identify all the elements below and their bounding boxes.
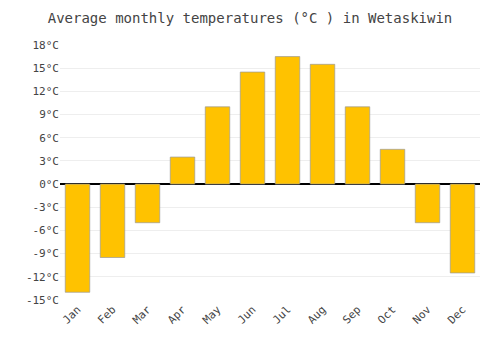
svg-text:May: May	[200, 303, 224, 327]
svg-text:9°C: 9°C	[39, 108, 59, 121]
svg-text:Jan: Jan	[60, 303, 83, 326]
svg-text:-12°C: -12°C	[26, 271, 59, 284]
svg-text:0°C: 0°C	[39, 178, 59, 191]
svg-text:Apr: Apr	[165, 303, 189, 327]
svg-text:Feb: Feb	[95, 303, 118, 326]
svg-text:Oct: Oct	[375, 303, 398, 326]
svg-text:Jun: Jun	[235, 303, 258, 326]
svg-text:12°C: 12°C	[33, 85, 60, 98]
svg-text:-15°C: -15°C	[26, 294, 59, 307]
svg-text:-9°C: -9°C	[33, 247, 60, 260]
svg-text:-3°C: -3°C	[33, 201, 60, 214]
svg-text:Jul: Jul	[270, 303, 293, 326]
svg-text:15°C: 15°C	[33, 62, 60, 75]
svg-text:Aug: Aug	[305, 303, 328, 326]
svg-text:6°C: 6°C	[39, 132, 59, 145]
svg-text:Dec: Dec	[445, 303, 468, 326]
svg-text:-6°C: -6°C	[33, 224, 60, 237]
svg-text:Average monthly temperatures (: Average monthly temperatures (°C ) in We…	[48, 10, 453, 26]
svg-text:Sep: Sep	[340, 303, 363, 326]
svg-text:Mar: Mar	[130, 303, 154, 327]
svg-text:3°C: 3°C	[39, 155, 59, 168]
svg-text:18°C: 18°C	[33, 39, 60, 52]
svg-text:Nov: Nov	[410, 303, 434, 327]
